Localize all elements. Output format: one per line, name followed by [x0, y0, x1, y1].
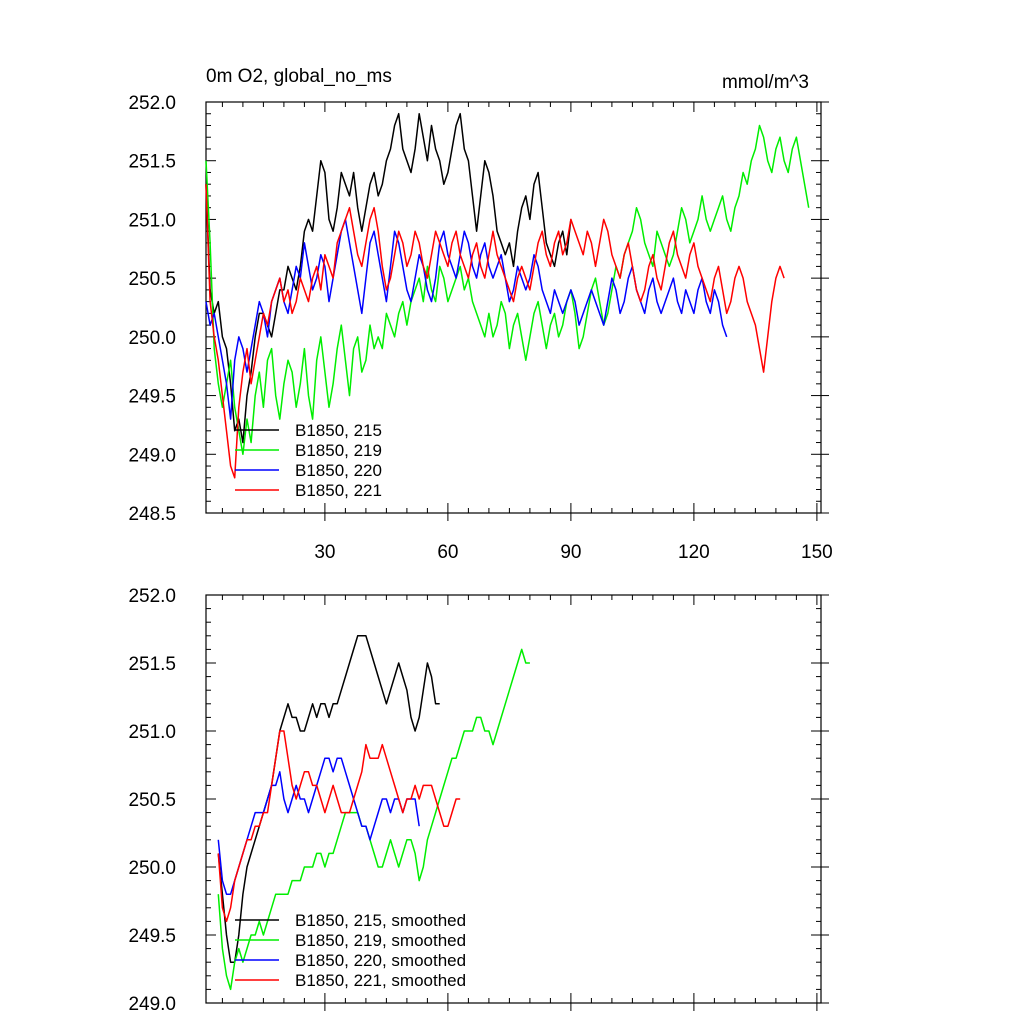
- x-tick-label: 60: [437, 542, 458, 563]
- y-tick-label: 250.5: [128, 269, 176, 290]
- y-tick-label: 250.0: [128, 328, 176, 349]
- legend-label: B1850, 215, smoothed: [295, 911, 466, 930]
- y-tick-label: 252.0: [128, 93, 176, 114]
- legend-label: B1850, 220: [295, 461, 382, 480]
- y-tick-label: 252.0: [128, 586, 176, 607]
- legend-label: B1850, 219, smoothed: [295, 931, 466, 950]
- top-panel: 0m O2, global_no_ms mmol/m^3 30 60 90 120 15…: [128, 66, 832, 563]
- series-line-3: [217, 730, 461, 923]
- y-tick-label: 250.0: [128, 858, 176, 879]
- series-line-3: [205, 184, 785, 479]
- panel-title: 0m O2, global_no_ms: [206, 66, 392, 87]
- series-line-2: [205, 218, 728, 420]
- x-tick-label: 30: [314, 542, 335, 563]
- legend-label: B1850, 221, smoothed: [295, 971, 466, 990]
- legend-label: B1850, 219: [295, 441, 382, 460]
- units-label: mmol/m^3: [722, 72, 809, 93]
- y-tick-label: 249.5: [128, 926, 176, 947]
- y-tick-label: 250.5: [128, 790, 176, 811]
- bottom-panel: 249.0 249.5 250.0 250.5 251.0 251.5 252.0 B1850…: [128, 586, 829, 1015]
- series-line-0: [217, 635, 440, 963]
- y-tick-label: 251.0: [128, 722, 176, 743]
- legend-label: B1850, 215: [295, 421, 382, 440]
- x-tick-label: 150: [801, 542, 833, 563]
- y-tick-label: 248.5: [128, 504, 176, 525]
- y-tick-label: 251.5: [128, 152, 176, 173]
- legend-label: B1850, 220, smoothed: [295, 951, 466, 970]
- y-tick-label: 249.0: [128, 445, 176, 466]
- series-line-2: [217, 757, 420, 895]
- series-line-1: [217, 648, 530, 991]
- y-tick-label: 251.5: [128, 654, 176, 675]
- y-tick-label: 251.0: [128, 210, 176, 231]
- x-tick-label: 90: [560, 542, 581, 563]
- series-line-1: [205, 124, 810, 456]
- y-tick-label: 249.5: [128, 387, 176, 408]
- x-tick-label: 120: [678, 542, 710, 563]
- legend-label: B1850, 221: [295, 481, 382, 500]
- y-tick-label: 249.0: [128, 994, 176, 1015]
- plot-frame: [205, 101, 822, 514]
